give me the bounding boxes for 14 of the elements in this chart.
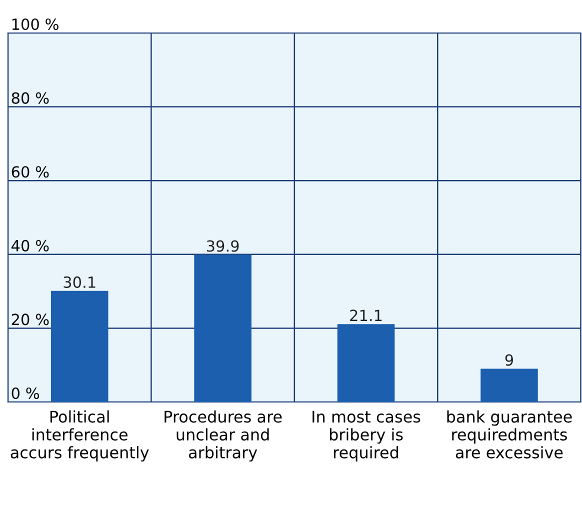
y-tick-label: 40 % [12, 240, 49, 252]
x-tick-label: Procedures are unclear and arbitrary [164, 410, 282, 462]
x-tick-label: In most cases bribery is required [312, 410, 420, 462]
y-tick-label: 60 % [12, 166, 49, 178]
data-label: 9 [505, 354, 514, 366]
y-tick-label: 0 % [12, 387, 40, 400]
data-label: 21.1 [350, 310, 382, 321]
x-tick-label: Political interference accurs frequently [10, 410, 149, 462]
y-tick-label: 20 % [12, 314, 49, 326]
data-label: 30.1 [64, 276, 96, 288]
y-tick-label: 80 % [12, 92, 49, 104]
data-label: 39.9 [206, 240, 239, 252]
x-tick-label: bank guarantee requiredments are excessive [447, 410, 572, 458]
y-tick-label: 100 % [12, 18, 58, 30]
